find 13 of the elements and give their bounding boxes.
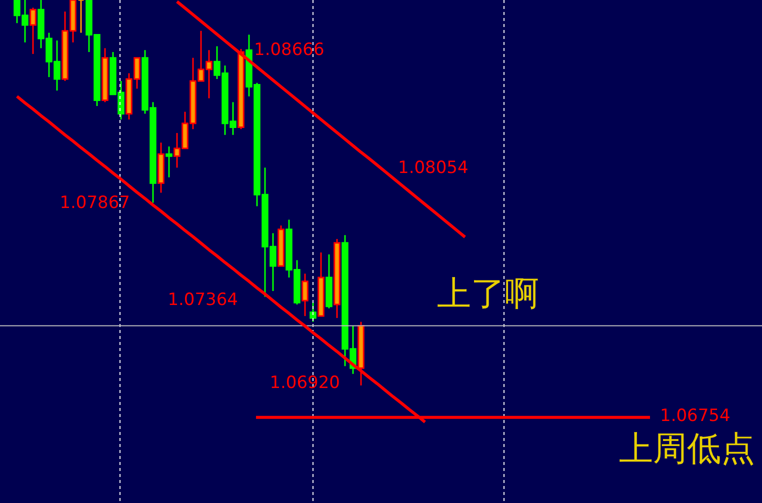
candlestick: [302, 272, 308, 317]
candlestick: [30, 6, 36, 55]
annotation: 1.08054: [398, 158, 468, 178]
annotation: 1.06920: [270, 373, 340, 393]
annotation: 1.08666: [254, 40, 324, 60]
candlestick: [310, 302, 316, 323]
candlestick: [166, 146, 172, 178]
annotation: 1.07867: [60, 193, 130, 213]
annotation: 上了啊: [437, 274, 539, 314]
candlestick: [78, 0, 84, 34]
text: 1.06754: [660, 406, 730, 426]
text: 上周低点: [619, 429, 755, 469]
annotation: 1.07364: [168, 290, 238, 310]
